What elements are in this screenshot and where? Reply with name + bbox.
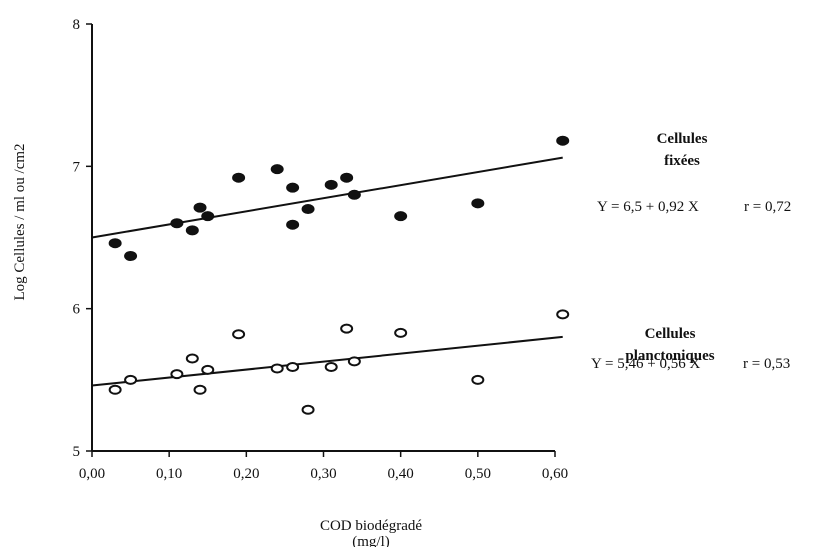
data-point-fixees <box>185 225 199 236</box>
x-tick-label: 0,20 <box>233 466 259 482</box>
data-point-fixees <box>471 198 485 209</box>
x-tick-label: 0,50 <box>465 466 491 482</box>
data-point-planctoniques <box>471 374 485 385</box>
data-point-fixees <box>232 172 246 183</box>
data-point-planctoniques <box>324 362 338 373</box>
data-point-fixees <box>124 251 138 262</box>
r-value-fixees: r = 0,72 <box>744 199 791 215</box>
data-point-planctoniques <box>556 309 570 320</box>
y-ticks: 5 6 7 8 <box>73 17 92 460</box>
axes <box>91 24 555 452</box>
data-point-planctoniques <box>232 329 246 340</box>
equation-planctoniques: Y = 5,46 + 0,56 X <box>591 356 700 372</box>
data-point-fixees <box>286 219 300 230</box>
x-tick-label: 0,40 <box>388 466 414 482</box>
x-tick-label: 0,10 <box>156 466 182 482</box>
data-point-planctoniques <box>170 369 184 380</box>
regression-line-planctoniques <box>91 335 563 387</box>
y-tick-label: 7 <box>73 159 81 175</box>
data-point-planctoniques <box>193 384 207 395</box>
data-point-fixees <box>324 179 338 190</box>
x-axis-label: COD biodégradé <box>320 518 422 534</box>
data-point-planctoniques <box>286 362 300 373</box>
regression-lines <box>91 156 563 387</box>
r-value-planctoniques: r = 0,53 <box>743 356 790 372</box>
x-ticks: 0,00 0,10 0,20 0,30 0,40 0,50 0,60 <box>79 451 568 482</box>
data-point-planctoniques <box>301 404 315 415</box>
x-axis-unit: (mg/l) <box>352 534 390 547</box>
y-tick-label: 5 <box>73 444 81 460</box>
data-point-fixees <box>301 204 315 215</box>
series-label-planctoniques-line1: Cellules <box>645 326 696 342</box>
x-tick-label: 0,00 <box>79 466 105 482</box>
data-point-fixees <box>556 135 570 146</box>
data-point-planctoniques <box>108 384 122 395</box>
data-point-fixees <box>193 202 207 213</box>
data-point-fixees <box>347 189 361 200</box>
data-point-planctoniques <box>394 327 408 338</box>
equation-fixees: Y = 6,5 + 0,92 X <box>597 199 699 215</box>
data-point-planctoniques <box>201 364 215 375</box>
y-axis-label: Log Cellules / ml ou /cm2 <box>12 143 28 300</box>
data-point-planctoniques <box>185 353 199 364</box>
data-points <box>108 135 570 415</box>
series-label-fixees-line2: fixées <box>664 153 700 169</box>
data-point-fixees <box>394 211 408 222</box>
regression-line-fixees <box>91 156 563 239</box>
data-point-fixees <box>201 211 215 222</box>
data-point-planctoniques <box>347 356 361 367</box>
data-point-fixees <box>108 238 122 249</box>
y-tick-label: 8 <box>73 17 81 33</box>
series-label-planctoniques-line2: planctoniques <box>625 348 714 364</box>
data-point-planctoniques <box>124 374 138 385</box>
y-tick-label: 6 <box>73 302 81 318</box>
series-label-fixees-line1: Cellules <box>657 131 708 147</box>
data-point-fixees <box>286 182 300 193</box>
data-point-fixees <box>340 172 354 183</box>
x-tick-label: 0,60 <box>542 466 568 482</box>
data-point-planctoniques <box>340 323 354 334</box>
data-point-planctoniques <box>270 363 284 374</box>
data-point-fixees <box>270 164 284 175</box>
data-point-fixees <box>170 218 184 229</box>
x-tick-label: 0,30 <box>310 466 336 482</box>
